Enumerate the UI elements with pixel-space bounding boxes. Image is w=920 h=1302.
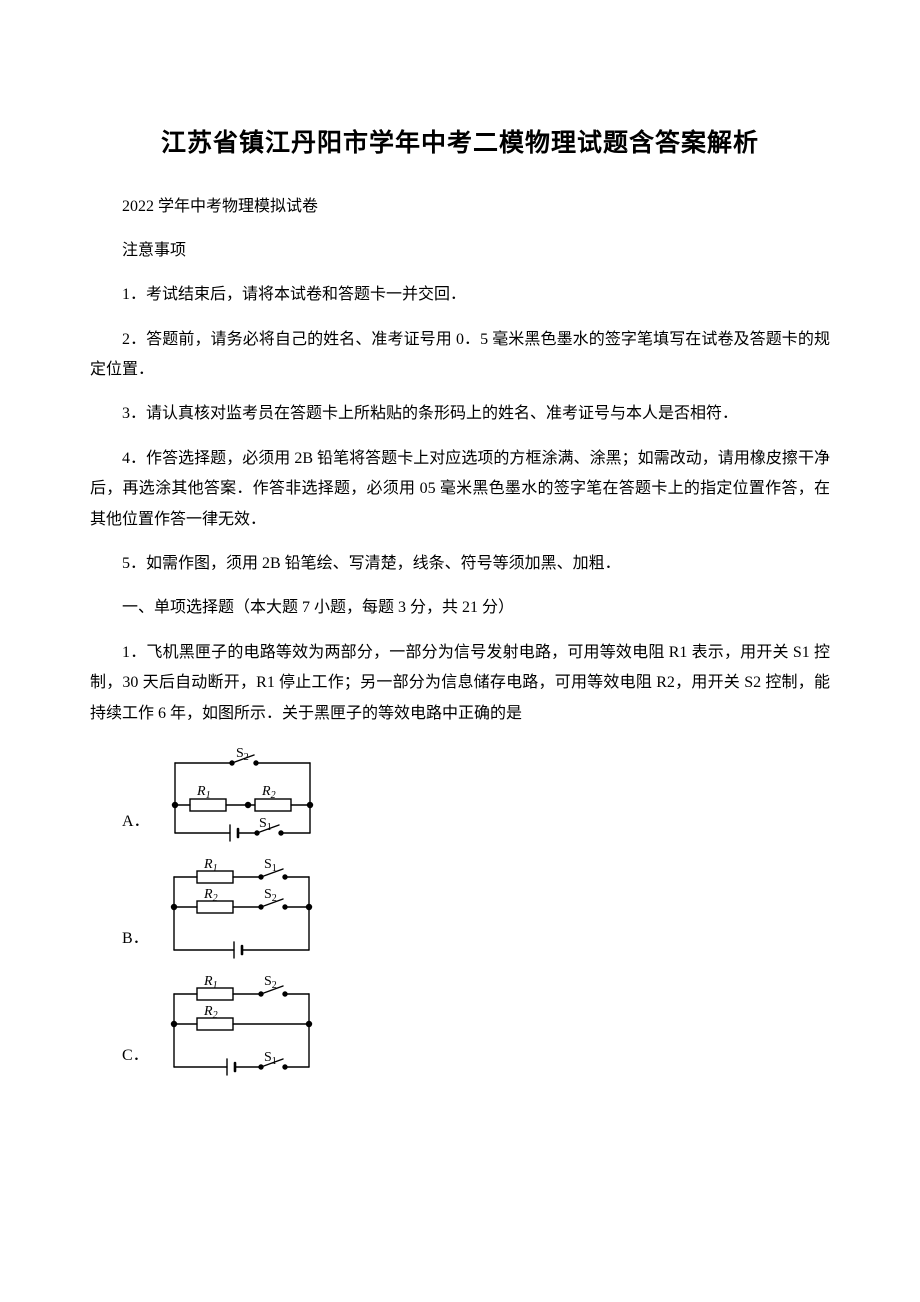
svg-text:S2: S2 — [236, 746, 249, 763]
notice-item: 3．请认真核对监考员在答题卡上所粘贴的条形码上的姓名、准考证号与本人是否相符． — [90, 399, 830, 429]
svg-text:R2: R2 — [203, 1004, 218, 1021]
notice-item: 4．作答选择题，必须用 2B 铅笔将答题卡上对应选项的方框涂满、涂黑；如需改动，… — [90, 444, 830, 535]
option-label: C． — [122, 1041, 149, 1077]
notice-item: 1．考试结束后，请将本试卷和答题卡一并交回． — [90, 280, 830, 310]
question-text: 1．飞机黑匣子的电路等效为两部分，一部分为信号发射电路，可用等效电阻 R1 表示… — [90, 638, 830, 729]
svg-text:R2: R2 — [203, 887, 218, 904]
section-header: 一、单项选择题（本大题 7 小题，每题 3 分，共 21 分） — [90, 593, 830, 623]
page-title: 江苏省镇江丹阳市学年中考二模物理试题含答案解析 — [90, 120, 830, 168]
svg-text:S1: S1 — [264, 1050, 277, 1067]
notice-item: 5．如需作图，须用 2B 铅笔绘、写清楚，线条、符号等须加黑、加粗． — [90, 549, 830, 579]
notice-header: 注意事项 — [90, 236, 830, 266]
option-label: A． — [122, 807, 150, 843]
notice-item: 2．答题前，请务必将自己的姓名、准考证号用 0．5 毫米黑色墨水的签字笔填写在试… — [90, 325, 830, 386]
svg-text:R1: R1 — [196, 784, 211, 801]
svg-text:R1: R1 — [203, 974, 218, 991]
svg-text:S1: S1 — [264, 857, 277, 874]
option-c: C． — [90, 972, 830, 1077]
circuit-diagram-c: R1 S2 R2 S1 — [159, 972, 324, 1077]
circuit-diagram-a: S2 R1 R2 S1 — [160, 743, 325, 843]
svg-text:S2: S2 — [264, 887, 277, 904]
subtitle: 2022 学年中考物理模拟试卷 — [90, 192, 830, 222]
option-label: B． — [122, 924, 149, 960]
svg-text:S1: S1 — [259, 816, 272, 833]
circuit-diagram-b: R1 S1 R2 S2 — [159, 855, 324, 960]
svg-text:S2: S2 — [264, 974, 277, 991]
svg-text:R2: R2 — [261, 784, 276, 801]
option-b: B． — [90, 855, 830, 960]
svg-text:R1: R1 — [203, 857, 218, 874]
option-a: A． — [90, 743, 830, 843]
